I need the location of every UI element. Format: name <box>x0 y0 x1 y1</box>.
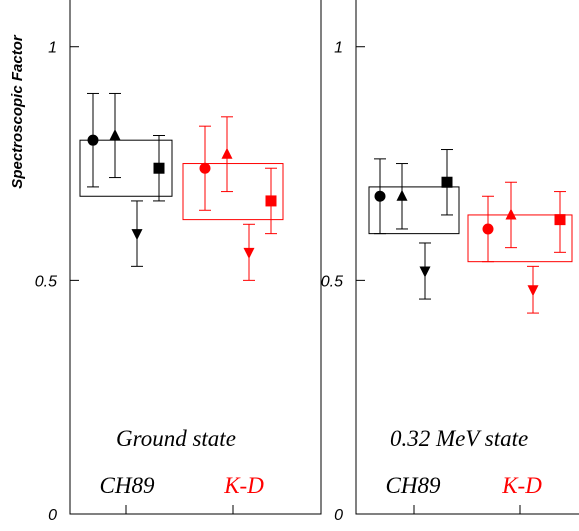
plot-frame <box>355 0 579 515</box>
series-label: K-D <box>501 473 542 498</box>
triangle-down-marker <box>131 229 143 241</box>
circle-marker <box>199 162 211 174</box>
triangle-down-marker <box>419 266 431 278</box>
square-marker <box>441 176 453 188</box>
triangle-up-marker <box>505 208 517 220</box>
series-ch89: CH89 <box>79 92 173 498</box>
y-axis-label: Spectroscopic Factor <box>9 34 26 189</box>
y-tick-label: 1 <box>48 40 57 57</box>
y-tick-label: 0.5 <box>35 273 57 290</box>
triangle-down-marker <box>243 247 255 259</box>
series-label: K-D <box>223 473 264 498</box>
series-label: CH89 <box>386 473 441 498</box>
circle-marker <box>482 223 494 235</box>
y-tick-label: 0.5 <box>321 273 343 290</box>
square-marker <box>153 162 165 174</box>
series-k-d: K-D <box>467 181 573 498</box>
square-marker <box>265 195 277 207</box>
panel-title: 0.32 MeV state <box>390 426 528 451</box>
triangle-up-marker <box>109 129 121 141</box>
y-tick-label: 0 <box>334 507 343 524</box>
triangle-up-marker <box>396 189 408 201</box>
circle-marker <box>87 134 99 146</box>
square-marker <box>554 214 566 226</box>
panel-032-mev-state: 0 0.5 1 0.32 MeV state CH89 K-D <box>321 0 579 524</box>
triangle-up-marker <box>221 147 233 159</box>
panel-ground-state: 0 0.5 1 Ground state CH89 K-D <box>35 0 322 524</box>
series-label: CH89 <box>100 473 155 498</box>
band-box <box>79 139 173 197</box>
y-tick-label: 0 <box>48 507 57 524</box>
circle-marker <box>374 190 386 202</box>
band-box <box>182 163 284 221</box>
band-box <box>368 186 460 235</box>
triangle-down-marker <box>527 285 539 297</box>
panel-title: Ground state <box>116 426 236 451</box>
y-tick-label: 1 <box>334 40 343 57</box>
series-ch89: CH89 <box>368 149 460 498</box>
band-box <box>467 214 573 263</box>
plot-frame <box>69 0 322 515</box>
series-k-d: K-D <box>182 116 284 498</box>
